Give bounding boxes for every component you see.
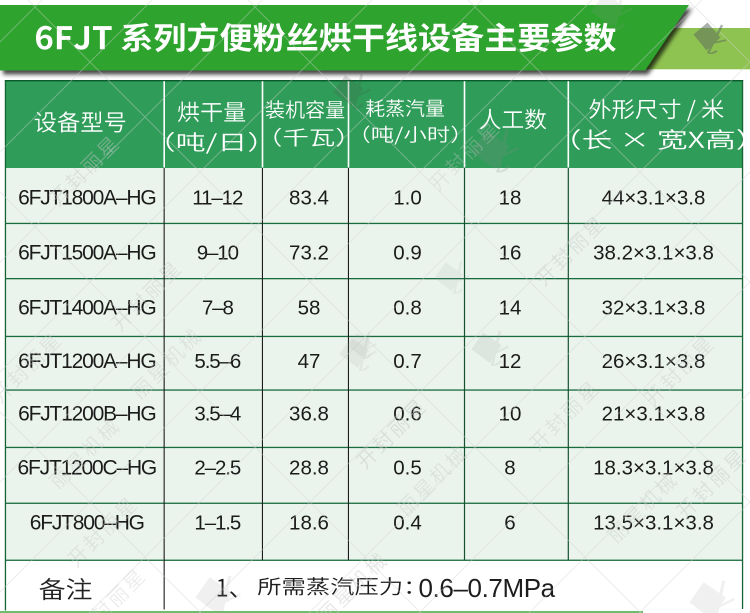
svg-text:0.8: 0.8	[393, 297, 422, 320]
svg-text:8: 8	[504, 456, 515, 479]
svg-text:18.6: 18.6	[289, 512, 329, 535]
svg-text:16: 16	[499, 241, 522, 264]
svg-text:10: 10	[499, 403, 522, 426]
svg-text:21×3.1×3.8: 21×3.1×3.8	[602, 403, 706, 426]
svg-text:5.5–6: 5.5–6	[194, 350, 240, 373]
svg-text:44×3.1×3.8: 44×3.1×3.8	[602, 187, 706, 210]
svg-text:32×3.1×3.8: 32×3.1×3.8	[602, 297, 706, 320]
svg-text:0.9: 0.9	[393, 241, 422, 264]
svg-text:0.5: 0.5	[393, 456, 422, 479]
svg-text:14: 14	[499, 297, 522, 320]
svg-text:13.5×3.1×3.8: 13.5×3.1×3.8	[593, 512, 714, 535]
svg-text:6: 6	[504, 512, 515, 535]
svg-text:11–12: 11–12	[192, 187, 243, 210]
svg-text:7–8: 7–8	[202, 297, 234, 320]
svg-text:6FJT1200B–HG: 6FJT1200B–HG	[18, 403, 155, 426]
svg-text:6FJT800–HG: 6FJT800–HG	[30, 512, 144, 535]
svg-text:28.8: 28.8	[289, 456, 329, 479]
svg-text:18.3×3.1×3.8: 18.3×3.1×3.8	[593, 456, 714, 479]
svg-text:0.6–0.7MPa: 0.6–0.7MPa	[419, 573, 556, 603]
svg-text:2–2.5: 2–2.5	[194, 456, 240, 479]
svg-text:58: 58	[298, 297, 321, 320]
svg-text:3.5–4: 3.5–4	[194, 403, 240, 426]
svg-text:6FJT1200A–HG: 6FJT1200A–HG	[18, 350, 155, 373]
svg-text:47: 47	[298, 350, 321, 373]
svg-text:26×3.1×3.8: 26×3.1×3.8	[602, 350, 706, 373]
svg-text:6FJT1400A–HG: 6FJT1400A–HG	[18, 297, 155, 320]
svg-text:12: 12	[499, 350, 522, 373]
svg-text:1.0: 1.0	[393, 187, 422, 210]
svg-text:36.8: 36.8	[289, 403, 329, 426]
svg-text:6FJT1200C–HG: 6FJT1200C–HG	[18, 456, 157, 479]
svg-text:0.4: 0.4	[393, 512, 422, 535]
svg-text:73.2: 73.2	[289, 241, 329, 264]
svg-text:6FJT1500A–HG: 6FJT1500A–HG	[18, 241, 155, 264]
svg-text:9–10: 9–10	[197, 241, 239, 264]
svg-text:18: 18	[499, 187, 522, 210]
svg-text:6FJT1800A–HG: 6FJT1800A–HG	[18, 187, 155, 210]
svg-text:0.7: 0.7	[393, 350, 422, 373]
svg-text:83.4: 83.4	[289, 187, 329, 210]
svg-text:0.6: 0.6	[393, 403, 422, 426]
svg-text:1–1.5: 1–1.5	[194, 512, 240, 535]
svg-text:38.2×3.1×3.8: 38.2×3.1×3.8	[593, 241, 714, 264]
